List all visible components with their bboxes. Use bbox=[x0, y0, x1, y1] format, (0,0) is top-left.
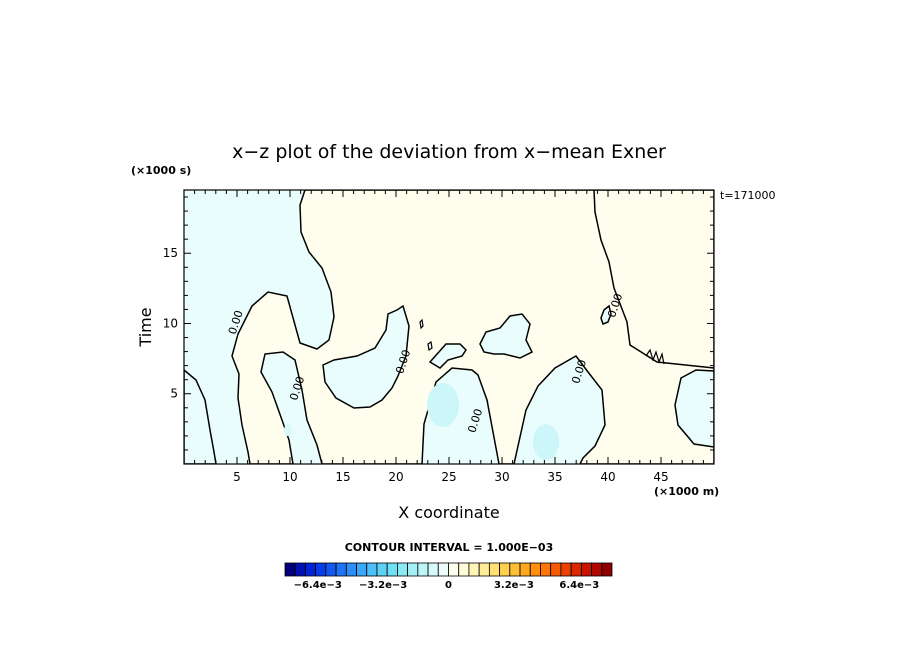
colorbar-swatch bbox=[580, 562, 592, 577]
x-tick-label: 25 bbox=[441, 470, 456, 484]
colorbar-swatch bbox=[499, 562, 511, 577]
colorbar-swatch bbox=[315, 562, 327, 577]
negative-blob-d bbox=[600, 304, 612, 325]
time-stamp: t=171000 bbox=[720, 189, 776, 202]
colorbar-swatch bbox=[366, 562, 378, 577]
colorbar-swatch bbox=[305, 562, 317, 577]
x-tick-label: 45 bbox=[653, 470, 668, 484]
x-tick-label: 5 bbox=[233, 470, 241, 484]
colorbar-swatch bbox=[335, 562, 347, 577]
y-axis-unit: (×1000 s) bbox=[131, 164, 191, 177]
colorbar-swatch bbox=[540, 562, 552, 577]
shade-spot-3 bbox=[284, 424, 292, 436]
colorbar-swatch bbox=[294, 562, 306, 577]
chart-title: x−z plot of the deviation from x−mean Ex… bbox=[232, 141, 666, 163]
colorbar-swatch bbox=[591, 562, 603, 577]
colorbar-swatch bbox=[601, 562, 613, 577]
x-tick-label: 15 bbox=[335, 470, 350, 484]
colorbar bbox=[284, 562, 613, 577]
colorbar-tick-label: 0 bbox=[445, 580, 452, 591]
colorbar-swatch bbox=[458, 562, 470, 577]
axis-ticks: 5 10 15 20 25 30 35 40 45 5 10 15 bbox=[163, 190, 714, 484]
colorbar-swatch bbox=[376, 562, 388, 577]
colorbar-tick-label: −6.4e−3 bbox=[294, 580, 342, 591]
colorbar-swatch bbox=[427, 562, 439, 577]
shade-spot-1 bbox=[427, 383, 459, 427]
colorbar-swatch bbox=[386, 562, 398, 577]
negative-blob-f bbox=[427, 340, 433, 352]
negative-region-left bbox=[184, 369, 217, 464]
colorbar-swatch bbox=[519, 562, 531, 577]
colorbar-swatch bbox=[356, 562, 368, 577]
negative-blob-a bbox=[322, 304, 410, 409]
y-tick-label: 10 bbox=[163, 316, 178, 330]
colorbar-labels: −6.4e−3 −3.2e−3 0 3.2e−3 6.4e−3 bbox=[294, 580, 600, 591]
contour-wiggle bbox=[645, 348, 665, 365]
y-tick-label: 15 bbox=[163, 246, 178, 260]
negative-blob-b bbox=[479, 313, 534, 359]
colorbar-swatch bbox=[448, 562, 460, 577]
shade-spot-2 bbox=[533, 424, 559, 460]
x-axis-unit: (×1000 m) bbox=[654, 485, 719, 498]
plot-area: 0.000.000.000.000.000.00 5 10 15 20 25 30 35 40… bbox=[163, 189, 715, 484]
x-tick-label: 35 bbox=[547, 470, 562, 484]
colorbar-swatch bbox=[468, 562, 480, 577]
negative-blob-e bbox=[419, 318, 424, 330]
colorbar-swatch bbox=[509, 562, 521, 577]
negative-blob-c bbox=[428, 343, 467, 369]
colorbar-swatch bbox=[478, 562, 490, 577]
colorbar-swatch bbox=[345, 562, 357, 577]
colorbar-swatch bbox=[488, 562, 500, 577]
colorbar-swatch bbox=[437, 562, 449, 577]
colorbar-swatch bbox=[529, 562, 541, 577]
colorbar-tick-label: 3.2e−3 bbox=[494, 580, 534, 591]
x-tick-label: 20 bbox=[388, 470, 403, 484]
contour-interval-text: CONTOUR INTERVAL = 1.000E−03 bbox=[345, 541, 554, 554]
colorbar-swatch bbox=[325, 562, 337, 577]
x-axis-label: X coordinate bbox=[398, 503, 499, 522]
colorbar-tick-label: 6.4e−3 bbox=[559, 580, 599, 591]
colorbar-swatch bbox=[397, 562, 409, 577]
x-tick-label: 40 bbox=[600, 470, 615, 484]
colorbar-swatch bbox=[550, 562, 562, 577]
colorbar-swatch bbox=[284, 562, 296, 577]
y-axis-label: Time bbox=[136, 307, 155, 347]
x-tick-label: 30 bbox=[494, 470, 509, 484]
colorbar-swatch bbox=[570, 562, 582, 577]
colorbar-swatch bbox=[417, 562, 429, 577]
x-tick-label: 10 bbox=[282, 470, 297, 484]
colorbar-tick-label: −3.2e−3 bbox=[359, 580, 407, 591]
colorbar-swatch bbox=[407, 562, 419, 577]
y-tick-label: 5 bbox=[170, 387, 178, 401]
colorbar-swatch bbox=[560, 562, 572, 577]
